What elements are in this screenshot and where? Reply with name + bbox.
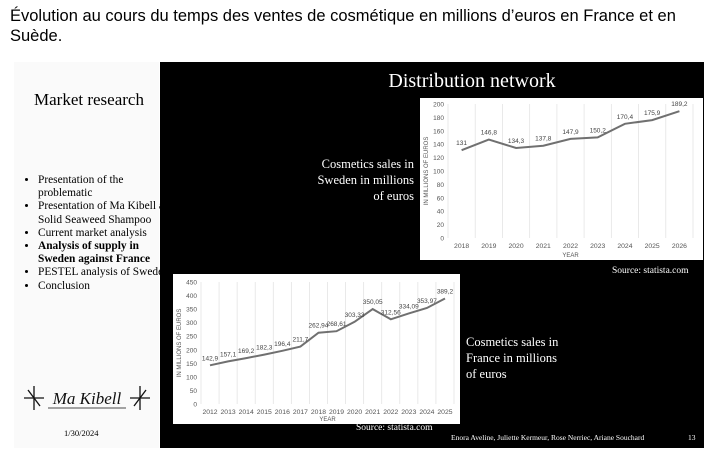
sweden-y-tick-label: 100 — [433, 169, 444, 176]
sweden-line-chart: 0 20 40 60 80 100 120 140 160 180 200 IN MILLIONS O… — [424, 101, 694, 259]
sweden-data-label: 131 — [456, 140, 467, 147]
france-data-label: 157,1 — [220, 351, 237, 358]
sweden-x-tick-label: 2020 — [508, 243, 523, 250]
france-x-tick-label: 2014 — [239, 409, 254, 416]
sweden-x-tick-label: 2021 — [536, 243, 551, 250]
sidebar-panel: Market research Presentation of the prob… — [14, 62, 175, 448]
france-series-line — [209, 297, 446, 367]
svg-text:Ma Kibell: Ma Kibell — [52, 389, 122, 408]
france-line-chart: 0 50 100 150 200 250 300 350 400 450 IN MILLIONS O… — [177, 280, 455, 423]
france-chart: 0 50 100 150 200 250 300 350 400 450 IN MILLIONS O… — [173, 274, 460, 424]
sweden-chart: 0 20 40 60 80 100 120 140 160 180 200 IN MILLIONS O… — [420, 98, 703, 260]
sweden-y-tick-label: 40 — [437, 209, 445, 216]
france-x-tick-label: 2020 — [347, 409, 362, 416]
sweden-x-tick-label: 2022 — [563, 243, 578, 250]
france-data-label: 268,61 — [327, 321, 347, 328]
page-heading: Évolution au cours du temps des ventes d… — [10, 7, 676, 45]
france-data-label: 312,56 — [381, 309, 401, 316]
sweden-y-tick-label: 140 — [433, 142, 444, 149]
france-y-axis-label: IN MILLIONS OF EUROS — [177, 309, 183, 378]
france-y-tick-label: 250 — [186, 334, 197, 341]
sweden-data-label: 175,9 — [644, 110, 661, 117]
france-data-label: 350,05 — [363, 299, 383, 306]
sweden-x-tick-label: 2019 — [481, 243, 496, 250]
agenda-item: PESTEL analysis of Sweden — [38, 266, 178, 279]
page-number: 13 — [688, 433, 696, 442]
sweden-x-tick-label: 2026 — [672, 243, 687, 250]
sweden-y-tick-label: 120 — [433, 155, 444, 162]
sweden-data-label: 147,9 — [562, 129, 579, 136]
france-y-tick-label: 350 — [186, 307, 197, 314]
france-y-tick-label: 200 — [186, 347, 197, 354]
sidebar-title: Market research — [34, 90, 144, 109]
sweden-y-tick-label: 160 — [433, 128, 444, 135]
france-x-tick-label: 2012 — [202, 409, 217, 416]
france-data-label: 169,2 — [238, 348, 255, 355]
agenda-list: Presentation of the problematic Presenta… — [22, 174, 178, 293]
france-data-label: 303,33 — [345, 312, 365, 319]
france-x-tick-label: 2019 — [329, 409, 344, 416]
france-data-label: 389,2 — [437, 288, 454, 295]
france-y-tick-label: 150 — [186, 361, 197, 368]
france-data-label: 211,7 — [292, 337, 308, 344]
sweden-source: Source: statista.com — [612, 266, 689, 276]
sweden-data-label: 137,8 — [535, 136, 552, 143]
sweden-y-tick-label: 0 — [440, 236, 444, 243]
slide-date: 1/30/2024 — [64, 428, 99, 438]
france-data-label: 334,09 — [399, 303, 419, 310]
agenda-item: Presentation of the problematic — [38, 174, 178, 200]
slide-title: Distribution network — [388, 70, 556, 92]
france-x-tick-label: 2013 — [221, 409, 236, 416]
france-x-tick-label: 2018 — [311, 409, 326, 416]
agenda-item: Presentation of Ma Kibell and Solid Seaw… — [38, 200, 178, 226]
sweden-data-label: 134,3 — [508, 138, 525, 145]
sweden-x-tick-label: 2023 — [590, 243, 605, 250]
france-x-tick-label: 2025 — [437, 409, 452, 416]
france-x-tick-label: 2023 — [401, 409, 416, 416]
france-y-tick-label: 400 — [186, 293, 197, 300]
france-x-tick-label: 2024 — [419, 409, 434, 416]
france-x-tick-label: 2016 — [275, 409, 290, 416]
france-y-tick-label: 50 — [190, 388, 198, 395]
france-y-tick-label: 450 — [186, 280, 197, 287]
slide-panel: Distribution network Cosmetics sales in … — [160, 62, 704, 448]
france-x-axis-label: YEAR — [319, 417, 336, 423]
sweden-x-tick-label: 2024 — [617, 243, 632, 250]
ma-kibell-logo: Ma Kibell — [22, 378, 152, 418]
sweden-y-axis-label: IN MILLIONS OF EUROS — [424, 137, 430, 206]
sweden-y-tick-label: 200 — [433, 102, 444, 109]
sweden-y-tick-label: 20 — [437, 222, 445, 229]
france-data-label: 262,94 — [309, 323, 329, 330]
sweden-x-tick-label: 2025 — [645, 243, 660, 250]
sweden-data-label: 150,2 — [590, 127, 607, 134]
france-source: Source: statista.com — [356, 423, 433, 433]
sweden-series-line — [461, 110, 680, 152]
agenda-item: Current market analysis — [38, 227, 178, 240]
france-x-tick-label: 2022 — [383, 409, 398, 416]
agenda-item: Conclusion — [38, 280, 178, 293]
france-data-label: 196,4 — [274, 341, 291, 348]
france-x-tick-label: 2021 — [365, 409, 380, 416]
footer-authors: Enora Aveline, Juliette Kermeur, Rose Ne… — [451, 433, 645, 442]
france-y-tick-label: 0 — [193, 402, 197, 409]
sweden-x-axis-label: YEAR — [562, 253, 579, 259]
france-y-tick-label: 100 — [186, 374, 197, 381]
france-x-tick-label: 2017 — [293, 409, 308, 416]
sweden-caption: Cosmetics sales in Sweden in millions of… — [317, 157, 414, 203]
sweden-data-label: 170,4 — [617, 114, 634, 121]
france-data-label: 353,97 — [417, 298, 437, 305]
france-x-tick-label: 2015 — [257, 409, 272, 416]
sweden-data-label: 189,2 — [671, 101, 688, 108]
france-data-label: 142,9 — [202, 355, 219, 362]
sweden-y-tick-label: 180 — [433, 115, 444, 122]
sweden-y-tick-label: 80 — [437, 182, 445, 189]
sweden-x-tick-label: 2018 — [454, 243, 469, 250]
france-caption: Cosmetics sales in France in millions of… — [466, 335, 559, 381]
sweden-data-label: 146,8 — [481, 130, 498, 137]
sweden-y-tick-label: 60 — [437, 195, 445, 202]
agenda-item-active: Analysis of supply in Sweden against Fra… — [38, 240, 178, 266]
france-y-tick-label: 300 — [186, 320, 197, 327]
france-data-label: 182,3 — [256, 345, 273, 352]
